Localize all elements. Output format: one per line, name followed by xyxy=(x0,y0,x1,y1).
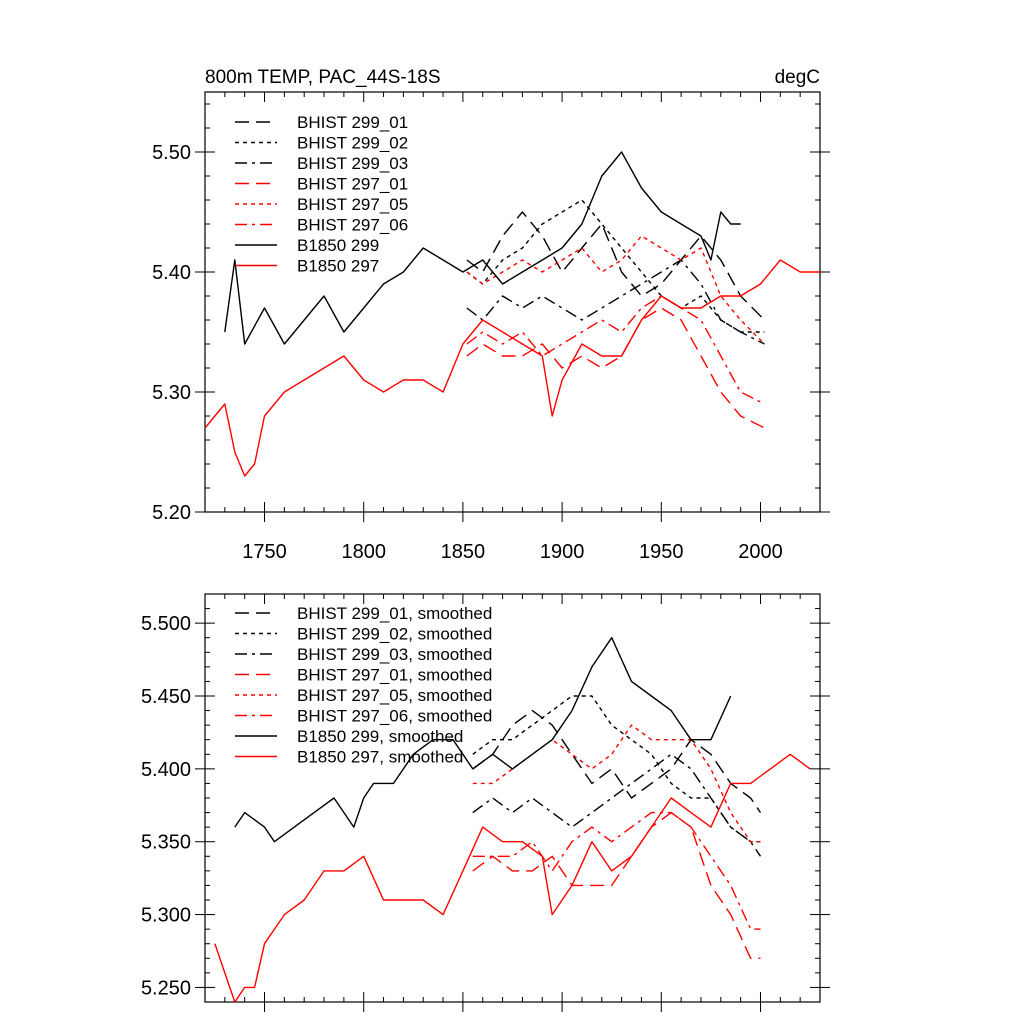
tick-marks: 5.250 5.300 5.350 5.400 5.450 5.500 xyxy=(141,593,830,1012)
series-line-bhist-299-03-smoothed xyxy=(472,753,762,857)
x-tick-label: 2000 xyxy=(738,541,783,563)
series-line-bhist-297-06-smoothed xyxy=(472,811,761,930)
series-lines xyxy=(205,151,820,477)
legend-label: B1850 297 xyxy=(297,257,379,276)
series-line-bhist-299-03 xyxy=(466,259,765,345)
plot-frame xyxy=(204,91,821,513)
top-panel: 800m TEMP, PAC_44S-18S degC 1750 1800 1850… xyxy=(152,67,830,563)
x-tick-label: 1900 xyxy=(540,541,585,563)
units-label: degC xyxy=(775,67,820,88)
x-tick-label: 1850 xyxy=(441,541,486,563)
y-tick-label: 5.500 xyxy=(141,613,191,635)
y-tick-label: 5.300 xyxy=(141,905,191,927)
legend-label: BHIST 297_05 xyxy=(297,195,408,214)
legend-label: BHIST 299_02, smoothed xyxy=(297,625,492,644)
legend: BHIST 299_01, smoothed BHIST 299_02, smoo… xyxy=(235,604,492,767)
chart-title: 800m TEMP, PAC_44S-18S xyxy=(205,67,441,88)
series-line-b1850-299-smoothed xyxy=(234,637,732,843)
x-tick-label: 1800 xyxy=(341,541,386,563)
legend-label: BHIST 297_01, smoothed xyxy=(297,666,492,685)
series-line-b1850-299 xyxy=(224,151,741,345)
series-line-bhist-299-02-smoothed xyxy=(472,695,761,843)
x-tick-label: 1950 xyxy=(639,541,684,563)
series-line-bhist-297-01-smoothed xyxy=(472,811,761,959)
y-tick-label: 5.400 xyxy=(141,759,191,781)
legend-label: BHIST 297_06, smoothed xyxy=(297,707,492,726)
legend-label: BHIST 299_01 xyxy=(297,113,408,132)
legend-label: B1850 299, smoothed xyxy=(297,727,463,746)
series-line-bhist-297-01 xyxy=(466,307,765,429)
series-lines xyxy=(214,637,811,1002)
y-tick-label: 5.50 xyxy=(152,142,191,164)
legend-label: B1850 299 xyxy=(297,236,379,255)
legend-label: BHIST 297_05, smoothed xyxy=(297,686,492,705)
bottom-panel: 5.250 5.300 5.350 5.400 5.450 5.500 BHIST 299… xyxy=(141,593,830,1012)
y-tick-label: 5.20 xyxy=(152,502,191,524)
legend-label: BHIST 299_01, smoothed xyxy=(297,604,492,623)
legend-label: BHIST 299_03 xyxy=(297,154,408,173)
y-tick-label: 5.40 xyxy=(152,262,191,284)
legend-label: BHIST 297_01 xyxy=(297,175,408,194)
series-line-bhist-299-01 xyxy=(466,211,765,321)
series-line-b1850-297 xyxy=(205,259,820,477)
y-tick-label: 5.450 xyxy=(141,686,191,708)
series-line-bhist-297-05 xyxy=(466,235,765,345)
x-tick-label: 1750 xyxy=(242,541,287,563)
legend-label: B1850 297, smoothed xyxy=(297,748,463,767)
series-line-bhist-299-01-smoothed xyxy=(472,709,762,813)
y-tick-label: 5.350 xyxy=(141,832,191,854)
series-line-bhist-297-06 xyxy=(466,295,765,405)
series-line-bhist-299-02 xyxy=(466,199,765,333)
legend-label: BHIST 297_06 xyxy=(297,216,408,235)
legend-label: BHIST 299_03, smoothed xyxy=(297,645,492,664)
series-line-b1850-297-smoothed xyxy=(214,753,811,1002)
series-line-bhist-297-05-smoothed xyxy=(472,724,761,843)
tick-marks: 1750 1800 1850 1900 1950 2000 5.20 5.30 5.40 5.50 xyxy=(152,92,830,563)
y-tick-label: 5.250 xyxy=(141,977,191,999)
y-tick-label: 5.30 xyxy=(152,382,191,404)
legend-label: BHIST 299_02 xyxy=(297,134,408,153)
